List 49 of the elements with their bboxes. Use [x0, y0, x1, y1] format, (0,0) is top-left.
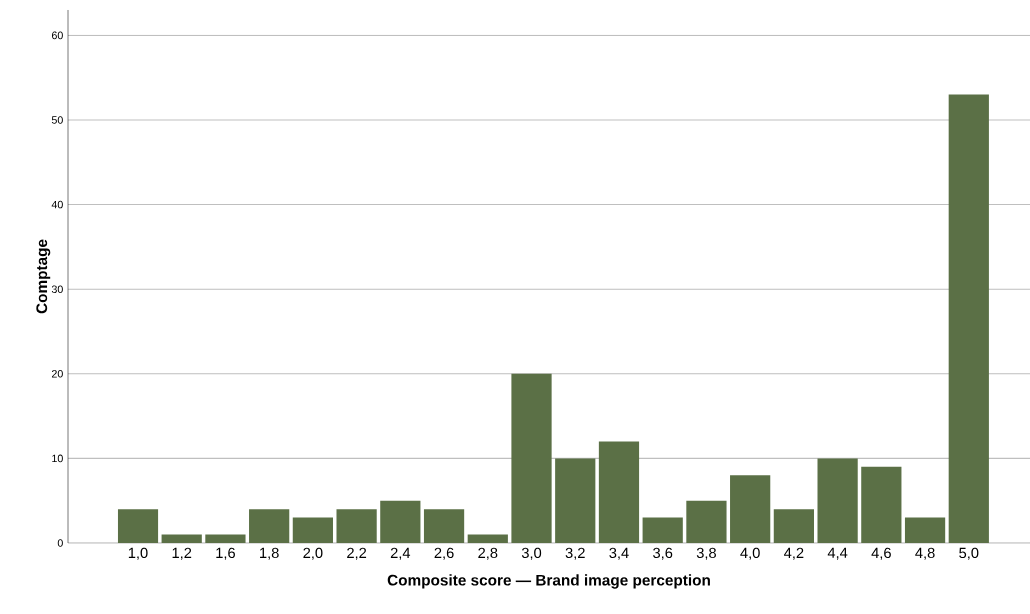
y-axis-title: Comptage — [36, 239, 51, 314]
y-tick-label: 20 — [51, 370, 63, 378]
bar — [467, 534, 508, 543]
bar — [117, 509, 159, 543]
x-tick-label: 1,0 — [128, 547, 148, 560]
bar — [292, 517, 333, 543]
y-tick-label: 50 — [51, 116, 63, 124]
x-tick-label: 4,0 — [740, 547, 760, 560]
x-tick-label: 4,8 — [915, 547, 935, 560]
x-tick-label: 1,8 — [260, 547, 279, 560]
x-tick-label: 4,4 — [827, 547, 848, 560]
bar — [511, 373, 552, 543]
bar — [205, 534, 246, 543]
x-tick-label: 4,6 — [871, 547, 891, 560]
bar — [904, 517, 946, 543]
y-tick-label: 60 — [51, 31, 63, 40]
bar — [423, 509, 465, 543]
x-tick-label: 4,2 — [784, 547, 804, 560]
x-tick-label: 3,0 — [521, 547, 542, 560]
bar — [249, 509, 290, 543]
y-tick-label: 30 — [51, 285, 63, 293]
y-tick-label: 10 — [52, 454, 63, 463]
bar — [642, 517, 683, 543]
bar — [336, 509, 377, 543]
x-axis-title: Composite score — Brand image perception — [387, 574, 710, 589]
bar — [380, 500, 421, 543]
x-tick-label: 3,4 — [609, 547, 629, 560]
x-tick-label: 3,6 — [653, 547, 673, 560]
bar — [730, 475, 771, 543]
y-tick-label: 0 — [57, 539, 63, 547]
x-tick-label: 1,6 — [216, 547, 235, 560]
bar — [817, 458, 858, 543]
bar — [948, 94, 989, 543]
y-tick-label: 40 — [51, 200, 63, 209]
x-tick-label: 3,8 — [696, 547, 716, 560]
x-tick-label: 2,4 — [390, 547, 411, 560]
bar — [861, 466, 902, 543]
bar — [161, 534, 202, 543]
x-tick-label: 5,0 — [959, 547, 979, 560]
bar — [773, 509, 814, 543]
x-tick-label: 2,2 — [347, 547, 367, 560]
x-tick-label: 2,6 — [434, 547, 454, 560]
x-tick-label: 2,8 — [478, 547, 498, 560]
x-tick-label: 1,2 — [172, 547, 192, 560]
bar — [686, 500, 727, 543]
bar — [598, 441, 640, 543]
x-tick-label: 2,0 — [303, 547, 323, 560]
bar — [555, 458, 596, 543]
x-tick-label: 3,2 — [565, 547, 585, 560]
